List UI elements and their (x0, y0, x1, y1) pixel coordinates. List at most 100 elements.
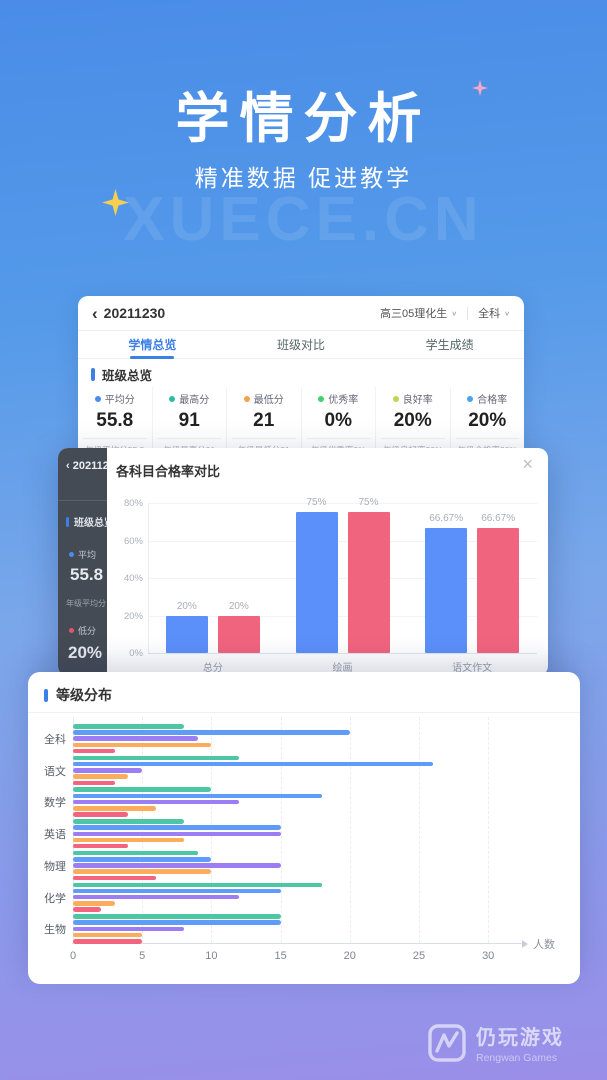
x-tick-label: 0 (69, 950, 77, 962)
subject-label: 化学 (44, 892, 66, 905)
subject-label: 物理 (44, 860, 66, 873)
stat-label-row: 最低分 (227, 391, 301, 406)
bar-value-label: 20% (228, 600, 249, 612)
grade-bar (73, 843, 129, 849)
dimmed-divider (58, 500, 107, 501)
grade-bar (73, 857, 212, 862)
subject-selector[interactable]: 全科 ∨ (478, 305, 510, 321)
grade-bar (73, 819, 184, 824)
section-title: 班级总览 (102, 368, 153, 383)
grade-bar (73, 894, 240, 900)
y-tick-label: 40% (123, 573, 143, 584)
stat-dot (467, 395, 474, 402)
class-overview-section: 班级总览 (78, 361, 524, 387)
xuece-watermark: XUECE.CN (123, 185, 484, 254)
grade-card-header: 等级分布 (28, 672, 580, 705)
section-accent-bar (44, 688, 48, 702)
x-tick-label: 5 (139, 950, 146, 962)
tab-class-compare[interactable]: 班级对比 (277, 338, 326, 352)
pass-rate-chart: 0% 20% 40% 60% 80% 总分 20% 20% 绘画 75% 75% 语文作文 66.67%… (58, 448, 548, 676)
pass-rate-bar (347, 512, 390, 653)
dimmed-background-strip: ‹ 202112 班级总览 平均 55.8 年级平均分 低分 20% (58, 448, 107, 676)
pass-rate-bar (477, 527, 520, 653)
grade-bar (73, 768, 143, 773)
grade-bar (73, 869, 212, 874)
back-icon[interactable]: ‹ (92, 303, 98, 323)
grade-bar (73, 850, 198, 856)
x-category-label: 绘画 (332, 663, 353, 674)
grade-bar (73, 882, 323, 887)
grade-bar (73, 730, 350, 735)
x-axis-arrow-icon (522, 939, 528, 948)
grade-bar (73, 825, 281, 830)
stat-label-row: 良好率 (376, 391, 450, 406)
rengwan-watermark: 仍玩游戏 Rengwan Games (427, 1021, 564, 1064)
stat-label-row: 合格率 (451, 391, 525, 406)
x-category-label: 语文作文 (452, 663, 493, 674)
pass-rate-bar (217, 615, 260, 653)
grade-distribution-chart: 0 5 10 15 20 25 30 人数 全科 语文 数学 英语 物理 化学 生物 (28, 672, 580, 984)
stat-label: 最低分 (253, 395, 284, 406)
class-selector-label: 高三05理化生 (380, 308, 448, 320)
grade-bar (73, 907, 101, 912)
stat-label-row: 平均分 (78, 391, 152, 406)
section-accent-bar (91, 367, 95, 381)
stat-label-row: 优秀率 (302, 391, 376, 406)
stat-dot (69, 552, 74, 557)
dimmed-report-title: ‹ 202112 (66, 460, 107, 472)
grade-bar (73, 831, 281, 836)
y-tick-label: 20% (123, 610, 143, 622)
stat-value: 20% (468, 410, 507, 431)
tab-student-scores[interactable]: 学生成绩 (425, 338, 474, 352)
stat-label: 最高分 (179, 395, 210, 406)
grid-line-v (211, 717, 213, 943)
stat-value: 21 (253, 410, 275, 431)
dimmed-stat-value: 55.8 (70, 565, 104, 584)
stat-value: 0% (324, 410, 352, 431)
grade-bar (73, 793, 323, 799)
bar-value-label: 66.67% (481, 512, 516, 524)
grade-bar (73, 837, 184, 843)
grade-bar (73, 742, 212, 748)
grade-bar (73, 774, 129, 779)
grade-bar (73, 736, 198, 741)
x-category-label: 总分 (202, 663, 223, 674)
close-icon[interactable]: × (522, 454, 533, 474)
subject-label: 英语 (44, 829, 66, 842)
hero-subtitle: 精准数据 促进教学 (194, 165, 413, 191)
subject-label: 全科 (44, 734, 66, 746)
class-selector[interactable]: 高三05理化生 ∨ (380, 305, 457, 321)
grade-distribution-card: 等级分布 0 5 10 15 20 25 30 人数 全科 语文 数学 英语 物理 化学 生物 (28, 672, 580, 984)
grid-line-v (280, 717, 282, 943)
grade-bar (73, 748, 115, 754)
bar-value-label: 75% (358, 497, 379, 509)
y-axis-line (148, 503, 149, 653)
grade-bar (73, 724, 184, 729)
stat-value: 20% (393, 410, 432, 431)
grade-bar (73, 806, 157, 811)
x-tick-label: 15 (274, 950, 287, 962)
grade-bar (73, 761, 433, 767)
x-tick-label: 10 (205, 950, 218, 962)
grade-bar (73, 863, 281, 868)
grade-bar (73, 926, 184, 932)
grid-line-h (148, 578, 537, 579)
stat-value: 55.8 (96, 410, 134, 431)
stat-label-row: 最高分 (153, 391, 227, 406)
x-tick-label: 25 (412, 950, 426, 962)
grid-line-v (419, 717, 420, 943)
grade-card-divider (28, 712, 580, 713)
subject-label: 语文 (44, 765, 66, 778)
y-tick-label: 80% (123, 498, 143, 509)
tab-overview[interactable]: 学情总览 (78, 331, 227, 358)
rengwan-cn-label: 仍玩游戏 (476, 1027, 564, 1049)
grade-bar (73, 799, 240, 805)
subject-selector-label: 全科 (478, 308, 501, 320)
grade-bar (73, 914, 281, 919)
x-axis-unit-label: 人数 (533, 939, 555, 951)
pass-rate-bar (165, 615, 208, 653)
chevron-down-icon: ∨ (504, 309, 510, 317)
subject-label: 生物 (44, 924, 66, 937)
stat-label: 优秀率 (328, 395, 359, 406)
